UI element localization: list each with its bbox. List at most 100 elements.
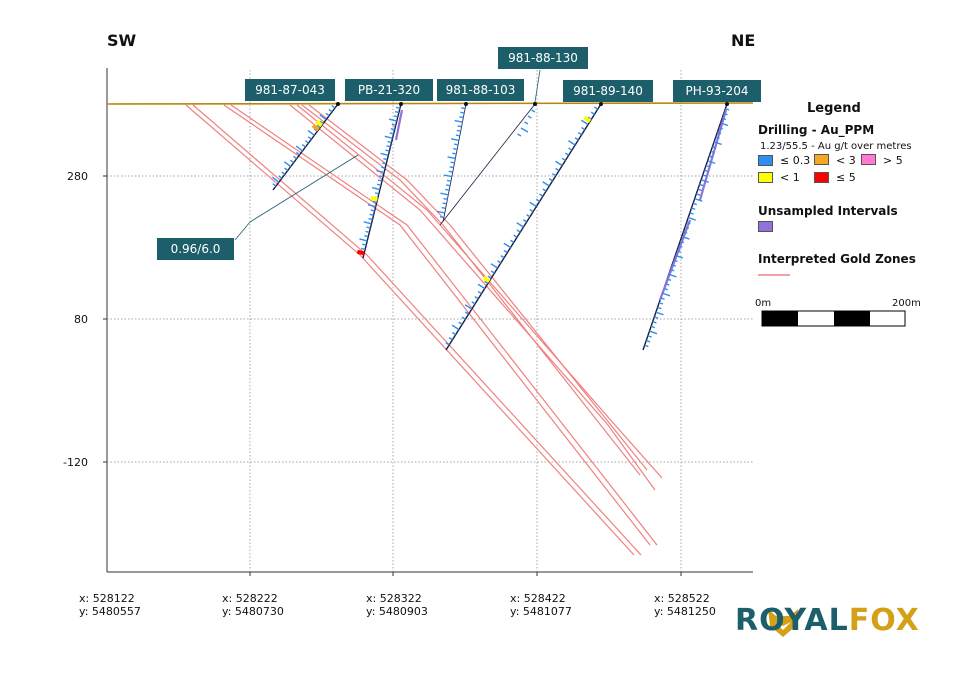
assay-tick bbox=[516, 222, 524, 228]
assay-tick bbox=[650, 325, 656, 329]
assay-tick bbox=[694, 197, 703, 202]
assay-tick bbox=[301, 144, 306, 148]
assay-tick bbox=[686, 221, 691, 225]
legend-bin-label: ≤ 5 bbox=[836, 171, 856, 184]
assay-tick bbox=[452, 152, 457, 155]
legend-swatch-yellow bbox=[758, 172, 773, 183]
assay-tick bbox=[704, 169, 709, 173]
assay-tick bbox=[379, 175, 384, 178]
assay-tick bbox=[370, 209, 375, 212]
assay-tick bbox=[723, 112, 728, 116]
legend-swatch-unsampled bbox=[758, 221, 773, 232]
assay-tick bbox=[440, 192, 449, 196]
assay-tick bbox=[474, 296, 479, 300]
assay-tick bbox=[319, 120, 324, 125]
assay-tick bbox=[450, 138, 460, 141]
legend-swatch-blue bbox=[758, 155, 773, 166]
assay-tick bbox=[278, 175, 283, 179]
northing-value: y: 5481077 bbox=[510, 605, 572, 618]
assay-tick bbox=[393, 115, 399, 118]
assay-tick bbox=[464, 311, 469, 315]
assay-tick bbox=[526, 214, 531, 218]
drill-hole-label: PH-93-204 bbox=[673, 80, 761, 102]
assay-tick bbox=[718, 126, 723, 130]
assay-tick bbox=[524, 121, 529, 125]
unsampled-interval bbox=[394, 109, 404, 141]
assay-tick bbox=[649, 330, 658, 335]
assay-tick bbox=[461, 107, 466, 110]
assay-tick bbox=[500, 255, 505, 259]
legend-zones-title: Interpreted Gold Zones bbox=[758, 252, 916, 266]
assay-tick bbox=[662, 292, 671, 297]
assay-tick bbox=[307, 129, 315, 136]
grid bbox=[107, 70, 753, 572]
assay-tick bbox=[705, 164, 711, 168]
coordinate-label: x: 528322 y: 5480903 bbox=[366, 592, 428, 618]
legend-swatch-red bbox=[814, 172, 829, 183]
assay-tick bbox=[555, 160, 563, 167]
elevation-label: -120 bbox=[63, 456, 88, 469]
gold-zone-line bbox=[185, 104, 635, 556]
intercept-callout: 0.96/6.0 bbox=[157, 238, 234, 260]
assay-tick bbox=[290, 159, 295, 164]
assay-tick bbox=[683, 231, 688, 234]
sample-ticks bbox=[272, 104, 730, 348]
assay-tick bbox=[366, 226, 371, 229]
assay-tick bbox=[713, 141, 722, 146]
northing-value: y: 5480557 bbox=[79, 605, 141, 618]
assay-tick bbox=[325, 112, 330, 117]
direction-sw: SW bbox=[107, 31, 137, 50]
assay-tick bbox=[564, 152, 570, 156]
assay-highlight bbox=[370, 195, 378, 202]
assay-tick bbox=[529, 208, 534, 213]
legend-drilling-subtitle: 1.23/55.5 - Au g/t over metres bbox=[760, 141, 912, 152]
drill-hole-label: 981-87-043 bbox=[245, 79, 335, 101]
assay-tick bbox=[581, 126, 586, 131]
assay-tick bbox=[395, 106, 401, 109]
assay-tick bbox=[362, 243, 367, 246]
assay-tick bbox=[446, 184, 451, 187]
drill-hole-label: 981-89-140 bbox=[563, 80, 653, 102]
assay-tick bbox=[385, 149, 390, 152]
assay-tick bbox=[449, 166, 454, 169]
assay-tick bbox=[531, 109, 536, 113]
coordinate-label: x: 528222 y: 5480730 bbox=[222, 592, 284, 618]
assay-tick bbox=[542, 181, 550, 187]
assay-tick bbox=[361, 247, 366, 251]
leader-lines bbox=[234, 69, 541, 241]
assay-tick bbox=[459, 116, 464, 119]
gold-zone-line bbox=[223, 104, 651, 546]
assay-tick bbox=[725, 108, 730, 111]
assay-tick bbox=[702, 174, 707, 177]
gold-zone-line bbox=[289, 104, 656, 491]
assay-tick bbox=[696, 193, 701, 196]
assay-tick bbox=[477, 290, 482, 295]
collar-marker bbox=[725, 102, 729, 106]
assay-tick bbox=[387, 140, 392, 144]
assay-highlight bbox=[482, 275, 491, 283]
assay-tick bbox=[580, 119, 589, 126]
assay-tick bbox=[577, 132, 582, 136]
collars bbox=[336, 102, 729, 106]
assay-tick bbox=[652, 320, 657, 324]
assay-tick bbox=[657, 306, 662, 310]
northing-value: y: 5480903 bbox=[366, 605, 428, 618]
assay-tick bbox=[503, 242, 511, 249]
assay-tick bbox=[464, 304, 473, 310]
collar-marker bbox=[599, 102, 603, 106]
assay-tick bbox=[272, 183, 277, 187]
assay-tick bbox=[446, 179, 452, 182]
assay-tick bbox=[675, 254, 684, 259]
assay-tick bbox=[684, 226, 690, 229]
assay-tick bbox=[487, 275, 492, 279]
assay-tick bbox=[520, 127, 529, 133]
assay-tick bbox=[456, 129, 461, 132]
assay-tick bbox=[568, 147, 573, 151]
gold-zone-line bbox=[296, 104, 663, 479]
scale-bar-segment bbox=[834, 311, 870, 326]
assay-tick bbox=[461, 316, 466, 320]
fox-face-shape bbox=[775, 622, 791, 630]
assay-tick bbox=[367, 204, 376, 208]
assay-tick bbox=[457, 125, 462, 128]
